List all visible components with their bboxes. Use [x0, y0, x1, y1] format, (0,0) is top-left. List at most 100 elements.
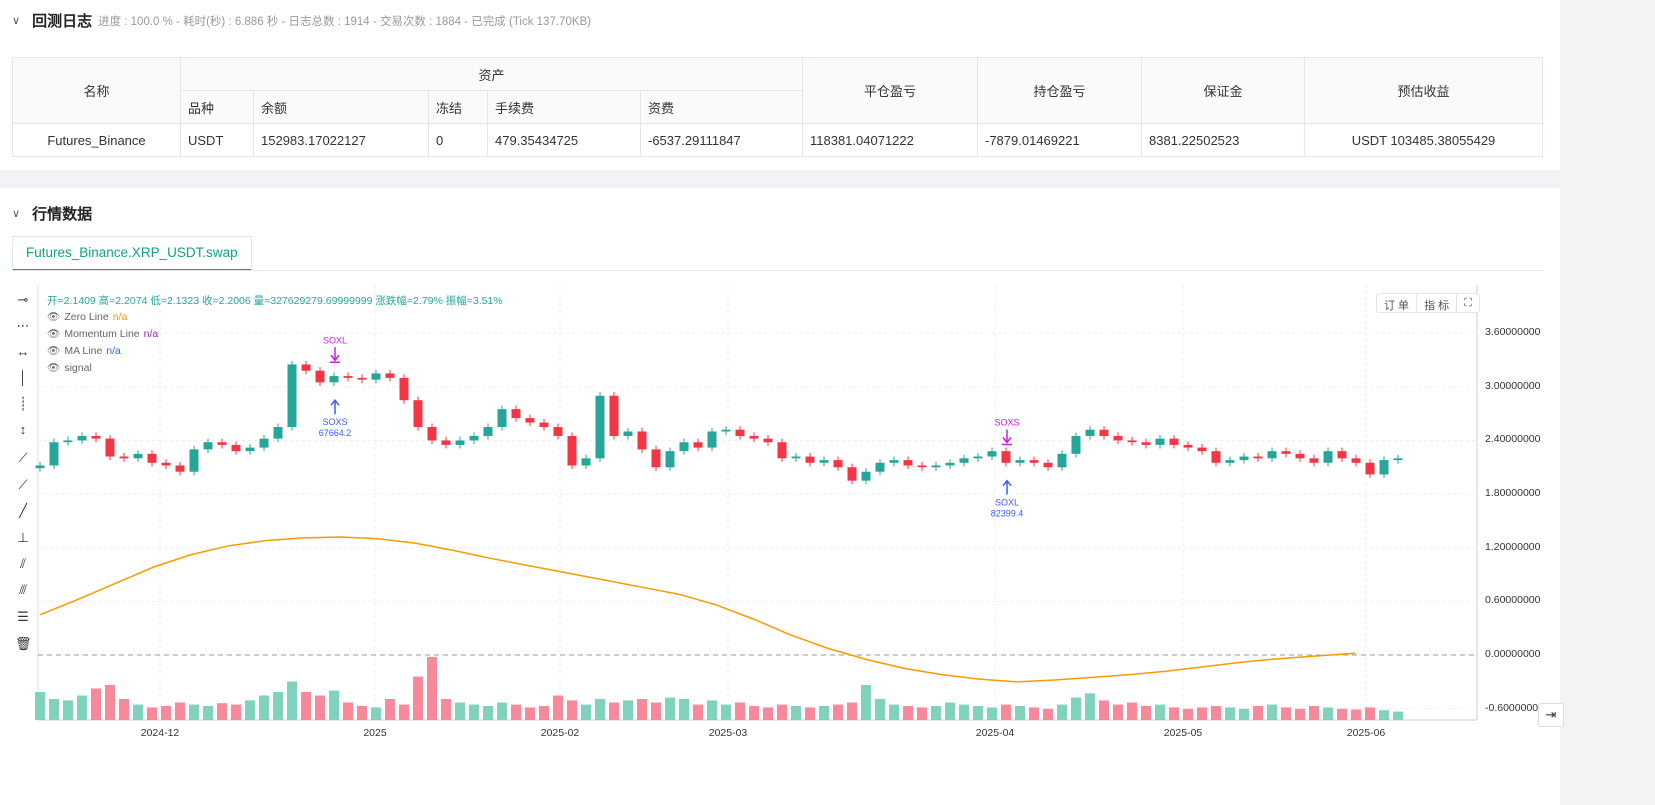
- fib-retracement-tool-icon[interactable]: ☰: [17, 609, 29, 624]
- horizontal-ray-tool-icon[interactable]: ⋯: [16, 318, 30, 333]
- market-data-header[interactable]: ∨ 行情数据: [12, 203, 92, 224]
- volume-bar: [1393, 711, 1403, 720]
- volume-bar: [735, 702, 745, 720]
- vertical-segment-tool-icon[interactable]: ┊: [19, 396, 27, 411]
- volume-bar: [385, 699, 395, 720]
- candle: [1169, 438, 1179, 445]
- candle: [1253, 456, 1263, 459]
- line-segment-tool-icon[interactable]: ↔: [16, 344, 30, 359]
- price-range-tool-icon[interactable]: ⊥: [17, 530, 29, 545]
- volume-bar: [413, 676, 423, 720]
- extended-line-tool-icon[interactable]: ╱: [19, 503, 27, 518]
- volume-bar: [133, 704, 143, 720]
- volume-bar: [861, 685, 871, 720]
- volume-bar: [1239, 708, 1249, 720]
- orders-button[interactable]: 订 单: [1377, 294, 1418, 312]
- volume-bar: [231, 704, 241, 720]
- eye-icon[interactable]: 👁: [47, 345, 61, 357]
- candle: [231, 444, 241, 452]
- signal-amount: 82399.4: [991, 509, 1024, 519]
- ray-line-tool-icon[interactable]: ⟋: [18, 477, 28, 492]
- volume-bar: [609, 702, 619, 720]
- horizontal-line-tool-icon[interactable]: ⊸: [17, 292, 29, 307]
- volume-bar: [987, 707, 997, 720]
- fullscreen-icon[interactable]: ⛶: [1464, 297, 1472, 309]
- volume-bar: [1295, 708, 1305, 720]
- legend-ma-line[interactable]: 👁 MA Line n/a: [47, 344, 121, 358]
- trash-icon[interactable]: 🗑: [15, 636, 32, 651]
- fib-channel-tool-icon[interactable]: ⫻: [19, 582, 27, 597]
- candle: [483, 427, 493, 436]
- volume-bar: [469, 704, 479, 720]
- volume-bar: [1309, 706, 1319, 720]
- candle: [1379, 460, 1389, 475]
- candle: [735, 429, 745, 436]
- candle: [973, 456, 983, 459]
- chevron-down-icon[interactable]: ∨: [12, 208, 21, 220]
- chevron-down-icon[interactable]: ∨: [12, 15, 21, 27]
- legend-value: n/a: [106, 344, 121, 357]
- volume-bar: [595, 699, 605, 720]
- vertical-line-tool-icon[interactable]: │: [18, 370, 28, 385]
- candle: [623, 431, 633, 436]
- volume-bar: [959, 704, 969, 720]
- eye-icon[interactable]: 👁: [47, 362, 61, 374]
- candle: [259, 438, 269, 448]
- backtest-log-header[interactable]: ∨ 回测日志 进度 : 100.0 % - 耗时(秒) : 6.886 秒 - …: [12, 10, 591, 31]
- candle: [567, 435, 577, 466]
- candle: [1295, 453, 1305, 459]
- volume-bar: [483, 706, 493, 720]
- cell-fee: 479.35434725: [487, 123, 641, 157]
- candle: [77, 435, 87, 441]
- x-tick-label: 2025: [363, 727, 387, 739]
- candle: [1183, 444, 1193, 448]
- volume-bar: [175, 702, 185, 720]
- candle: [1197, 447, 1207, 452]
- volume-bar: [203, 706, 213, 720]
- scroll-to-latest-icon[interactable]: ⇥: [1538, 703, 1564, 727]
- trend-line-tool-icon[interactable]: ⟋: [18, 450, 28, 465]
- candle: [707, 431, 717, 448]
- indicators-button[interactable]: 指 标: [1417, 294, 1458, 312]
- candle: [1323, 451, 1333, 463]
- volume-bar: [49, 699, 59, 720]
- eye-icon[interactable]: 👁: [47, 328, 61, 340]
- volume-bar: [217, 703, 227, 720]
- volume-bar: [1029, 707, 1039, 720]
- candle: [511, 409, 521, 419]
- ohlc-values: 开=2.1409 高=2.2074 低=2.1323 收=2.2006 量=32…: [47, 295, 503, 307]
- volume-bar: [525, 707, 535, 720]
- volume-bar: [1071, 697, 1081, 720]
- col-fee: 手续费: [487, 90, 641, 124]
- legend-signal[interactable]: 👁 signal: [47, 361, 92, 375]
- vertical-ray-tool-icon[interactable]: ↕: [19, 422, 27, 437]
- backtest-summary: 进度 : 100.0 % - 耗时(秒) : 6.886 秒 - 日志总数 : …: [98, 15, 592, 28]
- col-closed-pnl: 平仓盈亏: [802, 57, 978, 124]
- volume-bar: [77, 695, 87, 720]
- parallel-channel-tool-icon[interactable]: ⫽: [20, 556, 26, 571]
- volume-bar: [1365, 707, 1375, 720]
- legend-momentum-line[interactable]: 👁 Momentum Line n/a: [47, 327, 158, 341]
- table-row: Futures_Binance USDT 152983.17022127 0 4…: [12, 123, 1543, 157]
- volume-bar: [301, 692, 311, 720]
- buy-arrow-icon: [1002, 479, 1012, 495]
- legend-zero-line[interactable]: 👁 Zero Line n/a: [47, 310, 127, 324]
- candle: [1393, 458, 1403, 461]
- volume-bar: [1043, 708, 1053, 720]
- candle: [609, 395, 619, 436]
- col-margin: 保证金: [1141, 57, 1305, 124]
- candle: [749, 435, 759, 439]
- candle: [385, 373, 395, 378]
- candle: [371, 373, 381, 380]
- volume-bar: [119, 699, 129, 720]
- candle: [1267, 451, 1277, 459]
- candle: [525, 418, 535, 423]
- volume-bar: [1323, 707, 1333, 720]
- volume-bar: [1155, 704, 1165, 720]
- eye-icon[interactable]: 👁: [47, 311, 61, 323]
- x-tick-label: 2025-04: [975, 727, 1015, 739]
- col-symbol: 品种: [180, 90, 254, 124]
- candle: [357, 377, 367, 380]
- volume-bar: [105, 685, 115, 720]
